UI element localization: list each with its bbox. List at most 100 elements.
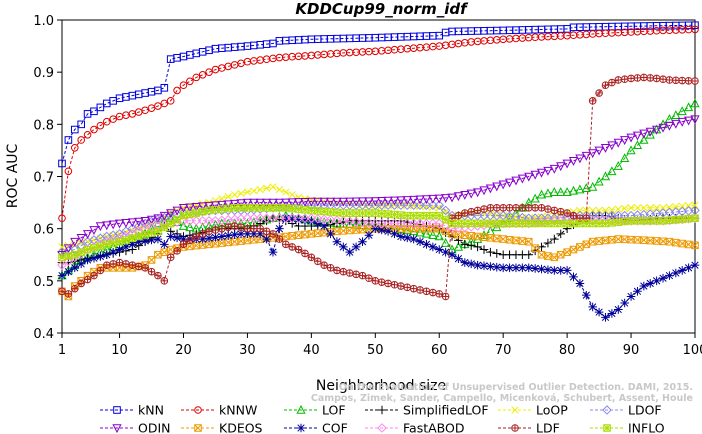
point-cof xyxy=(377,225,386,235)
point-inflo xyxy=(467,219,476,228)
point-ldf xyxy=(608,78,616,87)
legend-label-simplifiedlof: SimplifiedLOF xyxy=(403,403,489,418)
point-fastabod xyxy=(396,218,406,229)
legend-marker-knnw xyxy=(194,406,202,414)
point-fastabod xyxy=(57,260,67,270)
point-loop xyxy=(275,185,284,194)
point-loop xyxy=(684,202,693,210)
point-cof xyxy=(115,245,124,254)
point-ldf xyxy=(672,76,680,84)
point-odin xyxy=(460,190,470,200)
series-line-ldf xyxy=(61,76,696,298)
point-cof xyxy=(447,250,457,260)
point-kdeos xyxy=(640,236,648,244)
series-cof xyxy=(57,213,700,322)
point-inflo xyxy=(154,227,162,236)
point-kdeos xyxy=(518,237,527,245)
point-fastabod xyxy=(306,213,317,224)
point-kdeos xyxy=(595,237,603,245)
point-loop xyxy=(537,213,546,221)
point-inflo xyxy=(320,207,328,216)
point-inflo xyxy=(461,219,469,228)
point-cof xyxy=(275,224,284,233)
point-ldf xyxy=(154,271,162,280)
legend-item-inflo: INFLO xyxy=(590,421,665,434)
point-inflo xyxy=(301,205,309,214)
point-kdeos xyxy=(588,237,597,246)
point-cof xyxy=(498,263,508,273)
point-ldof xyxy=(383,200,393,210)
point-inflo xyxy=(556,219,565,228)
point-cof xyxy=(511,263,521,273)
point-knn xyxy=(160,84,169,92)
point-odin xyxy=(479,186,489,196)
point-inflo xyxy=(684,214,693,223)
point-inflo xyxy=(620,217,629,226)
point-loop xyxy=(640,204,648,212)
point-cof xyxy=(147,235,156,245)
point-odin xyxy=(332,197,342,207)
point-cof xyxy=(466,259,476,269)
point-kdeos xyxy=(601,236,610,245)
point-odin xyxy=(645,127,655,137)
point-odin xyxy=(683,116,694,126)
point-odin xyxy=(146,215,157,225)
point-kdeos xyxy=(230,237,239,246)
point-odin xyxy=(549,164,559,174)
point-kdeos xyxy=(186,242,194,251)
point-cof xyxy=(422,240,431,249)
point-odin xyxy=(402,196,412,206)
legend-marker-cof xyxy=(296,423,306,433)
point-inflo xyxy=(83,245,92,254)
point-odin xyxy=(415,195,425,205)
point-inflo xyxy=(115,237,124,246)
point-simplifiedlof xyxy=(492,249,502,258)
legend-item-lof: LOF xyxy=(284,403,346,418)
point-cof xyxy=(332,237,342,247)
point-cof xyxy=(582,290,591,300)
point-odin xyxy=(242,198,253,208)
point-cof xyxy=(473,260,482,270)
point-loop xyxy=(243,188,252,196)
point-kdeos xyxy=(614,235,623,243)
point-kdeos xyxy=(301,230,309,239)
point-inflo xyxy=(192,209,201,217)
point-kdeos xyxy=(198,241,207,249)
point-loop xyxy=(269,183,277,191)
point-cof xyxy=(550,266,559,275)
point-ldf xyxy=(409,284,418,293)
point-cof xyxy=(96,252,105,261)
point-inflo xyxy=(569,219,578,228)
legend-label-odin: ODIN xyxy=(138,421,171,434)
plot-area xyxy=(57,21,700,322)
point-cof xyxy=(562,266,572,275)
point-inflo xyxy=(691,214,699,223)
point-inflo xyxy=(365,209,373,217)
point-fastabod xyxy=(364,218,374,228)
point-cof xyxy=(70,263,80,273)
watermark-line2: Campos, Zimek, Sander, Campello, Micenko… xyxy=(311,393,693,404)
point-odin xyxy=(453,192,464,202)
legend-marker-inflo xyxy=(603,424,611,432)
point-ldf xyxy=(122,260,130,268)
point-ldof xyxy=(402,200,413,210)
point-inflo xyxy=(64,252,73,260)
point-fastabod xyxy=(261,213,272,224)
point-kdeos xyxy=(537,250,546,259)
point-knnw xyxy=(205,68,213,76)
point-odin xyxy=(268,198,278,208)
point-fastabod xyxy=(300,213,310,224)
legend-label-fastabod: FastABOD xyxy=(403,421,465,434)
point-ldf xyxy=(58,287,66,295)
point-lof xyxy=(549,187,559,196)
point-ldf xyxy=(492,204,501,212)
point-odin xyxy=(261,198,272,208)
point-cof xyxy=(594,307,604,317)
point-inflo xyxy=(173,215,181,224)
y-tick-label: 0.7 xyxy=(33,171,54,186)
point-ldf xyxy=(128,261,137,269)
point-cof xyxy=(371,224,380,233)
point-ldf xyxy=(461,209,469,217)
point-knnw xyxy=(218,64,226,72)
